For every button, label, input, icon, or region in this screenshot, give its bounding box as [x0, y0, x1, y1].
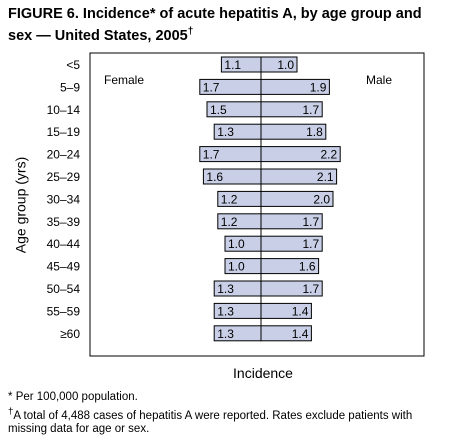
female-value-label: 1.7: [203, 80, 220, 94]
dagger-mark: †: [8, 406, 14, 417]
footnote-dagger: †A total of 4,488 cases of hepatitis A w…: [8, 405, 446, 436]
age-tick-label: 45–49: [47, 260, 81, 274]
title-dagger-mark: †: [187, 26, 194, 37]
male-value-label: 1.7: [303, 237, 320, 251]
male-bars: [260, 56, 341, 342]
male-value-label: 2.0: [313, 192, 330, 206]
age-tick-label: <5: [66, 58, 80, 72]
age-group-tick-labels: <5 5–9 10–14 15–19 20–24 25–29 30–34 35–39 40–44…: [47, 58, 81, 341]
male-value-label: 2.2: [321, 148, 338, 162]
age-tick-label: 35–39: [47, 215, 81, 229]
age-tick-label: 20–24: [47, 148, 81, 162]
male-value-label: 1.7: [303, 215, 320, 229]
age-tick-label: 50–54: [47, 282, 81, 296]
age-tick-label: ≥60: [60, 327, 80, 341]
female-value-label: 1.7: [203, 148, 220, 162]
value-labels: 1.1 1.0 1.7 1.9 1.5 1.7 1.3 1.8 1.7 2.2 1.6 2.1 1.2 2…: [203, 58, 338, 341]
female-value-label: 1.5: [210, 103, 227, 117]
female-value-label: 1.0: [228, 260, 245, 274]
figure-title: FIGURE 6. Incidence* of acute hepatitis …: [8, 6, 446, 45]
plot-frame: [89, 52, 425, 357]
male-value-label: 1.9: [310, 80, 327, 94]
male-side-label: Male: [366, 73, 392, 87]
female-value-label: 1.3: [217, 125, 234, 139]
asterisk-mark: *: [8, 391, 13, 403]
female-value-label: 1.0: [228, 237, 245, 251]
female-side-label: Female: [104, 73, 144, 87]
x-axis-label: Incidence: [233, 365, 293, 381]
age-tick-label: 5–9: [60, 80, 80, 94]
age-tick-label: 55–59: [47, 304, 81, 318]
y-axis-label: Age group (yrs): [13, 157, 29, 253]
age-tick-label: 15–19: [47, 125, 81, 139]
female-value-label: 1.3: [217, 282, 234, 296]
female-value-label: 1.3: [217, 327, 234, 341]
female-value-label: 1.1: [224, 58, 241, 72]
asterisk-footnote-text: Per 100,000 population.: [15, 391, 138, 403]
female-bars: [199, 56, 262, 342]
male-value-label: 2.1: [317, 170, 334, 184]
footnote-asterisk: * Per 100,000 population.: [8, 391, 138, 404]
female-value-label: 1.2: [221, 192, 238, 206]
male-value-label: 1.0: [277, 58, 294, 72]
age-tick-label: 30–34: [47, 192, 81, 206]
female-value-label: 1.2: [221, 215, 238, 229]
female-value-label: 1.6: [206, 170, 223, 184]
dagger-footnote-text: A total of 4,488 cases of hepatitis A we…: [8, 409, 413, 435]
female-value-label: 1.3: [217, 304, 234, 318]
age-tick-label: 25–29: [47, 170, 81, 184]
male-value-label: 1.8: [306, 125, 323, 139]
male-value-label: 1.4: [292, 327, 309, 341]
male-value-label: 1.7: [303, 282, 320, 296]
male-value-label: 1.7: [303, 103, 320, 117]
age-tick-label: 40–44: [47, 237, 81, 251]
figure-title-text: FIGURE 6. Incidence* of acute hepatitis …: [8, 6, 422, 44]
male-value-label: 1.6: [299, 260, 316, 274]
age-tick-label: 10–14: [47, 103, 81, 117]
male-value-label: 1.4: [292, 304, 309, 318]
